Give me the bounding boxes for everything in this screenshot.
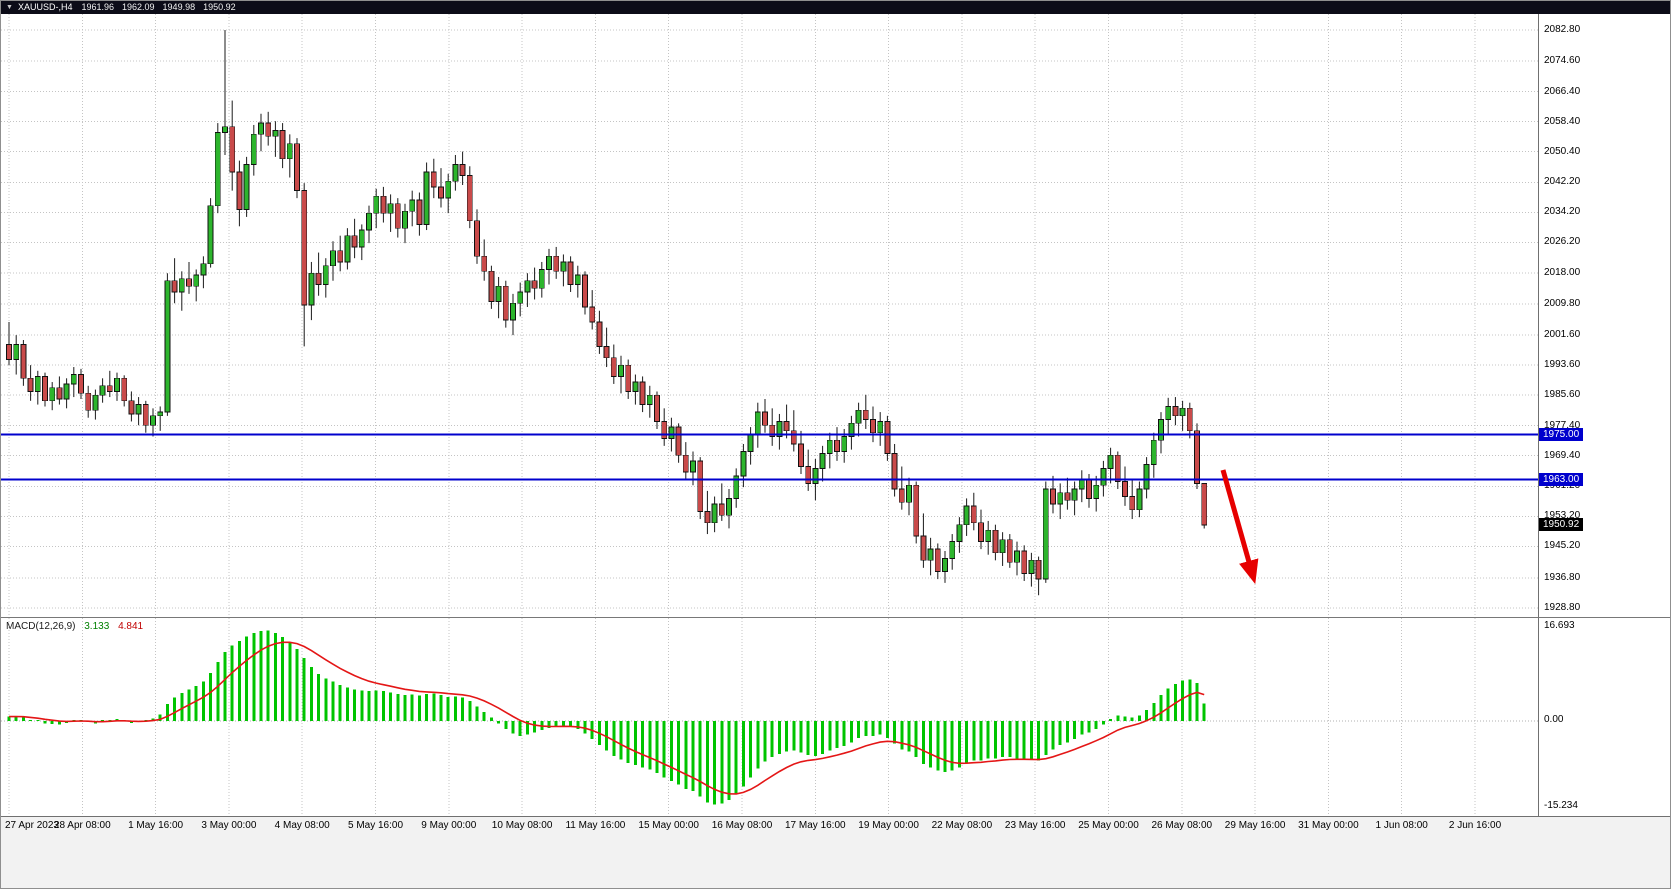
price-tick-label: 2018.00 [1544,267,1581,278]
symbol-timeframe-label: XAUUSD-,H4 [17,2,73,12]
hline-price-label: 1975.00 [1539,428,1584,441]
macd-tick-label: -15.234 [1544,800,1578,811]
macd-indicator-label: MACD(12,26,9) 3.133 4.841 [6,621,143,632]
time-axis-label: 19 May 00:00 [858,820,919,831]
price-tick-label: 1977.40 [1544,420,1581,431]
macd-signal-line [8,641,1205,795]
price-tick-label: 2058.40 [1544,116,1581,127]
macd-tick-label: 0.00 [1544,714,1564,725]
time-axis-label: 1 Jun 08:00 [1375,820,1428,831]
ohlc-low: 1949.98 [162,2,196,12]
time-axis-label: 2 Jun 16:00 [1448,820,1502,831]
macd-chart-svg[interactable] [1,618,1538,816]
time-axis-label: 29 May 16:00 [1224,820,1286,831]
macd-name: MACD(12,26,9) [6,621,76,632]
price-tick-label: 1985.60 [1544,389,1581,400]
price-tick-label: 1945.20 [1544,540,1581,551]
time-axis-label: 9 May 00:00 [421,820,477,831]
macd-signal-value: 4.841 [118,621,144,632]
time-axis-label: 17 May 16:00 [784,820,846,831]
time-axis-label: 5 May 16:00 [347,820,404,831]
main-chart-svg[interactable] [1,14,1538,617]
time-axis-label: 25 May 00:00 [1078,820,1139,831]
price-tick-label: 2042.20 [1544,176,1581,187]
time-axis-label: 31 May 00:00 [1298,820,1359,831]
macd-value: 3.133 [84,621,110,632]
chart-toolbar: ▼ XAUUSD-,H4 1961.96 1962.09 1949.98 195… [1,1,1670,14]
macd-tick-label: 16.693 [1544,620,1575,631]
time-axis-label: 1 May 16:00 [128,820,184,831]
price-tick-label: 2001.60 [1544,329,1581,340]
price-tick-label: 2074.60 [1544,55,1581,66]
time-axis-label: 10 May 08:00 [491,820,553,831]
time-axis-label: 15 May 00:00 [638,820,699,831]
price-tick-label: 2026.20 [1544,236,1581,247]
hline-price-label: 1963.00 [1539,473,1584,486]
price-tick-label: 1993.60 [1544,359,1581,370]
time-axis-label: 22 May 08:00 [931,820,993,831]
time-axis[interactable]: 27 Apr 2023 28 Apr 08:00 1 May 16:00 3 May … [1,816,1670,888]
macd-grid [8,618,1476,816]
time-axis-label: 11 May 16:00 [565,820,626,831]
time-axis-label: 27 Apr 2023 [5,820,59,831]
macd-histogram [7,630,1206,805]
main-grid [1,14,1538,617]
candlesticks [6,30,1208,596]
price-tick-label: 2066.40 [1544,86,1581,97]
pane-separator[interactable] [1,617,1670,618]
price-tick-label: 2082.80 [1544,24,1581,35]
price-tick-label: 1953.20 [1544,510,1581,521]
time-axis-label: 26 May 08:00 [1151,820,1213,831]
time-axis-label: 4 May 08:00 [274,820,330,831]
ohlc-close: 1950.92 [203,2,236,12]
price-tick-label: 2034.20 [1544,206,1581,217]
trend-arrow-annotation[interactable] [1220,469,1259,585]
time-axis-label: 16 May 08:00 [711,820,773,831]
dropdown-triangle-icon[interactable]: ▼ [6,4,13,11]
price-tick-label: 1969.40 [1544,450,1581,461]
price-tick-label: 2009.80 [1544,298,1581,309]
price-tick-label: 2050.40 [1544,146,1581,157]
price-axis[interactable]: 2082.80 2074.60 2066.40 2058.40 2050.40 2042.… [1538,14,1670,816]
ohlc-high: 1962.09 [122,2,155,12]
time-axis-label: 23 May 16:00 [1004,820,1066,831]
ohlc-open: 1961.96 [81,2,114,12]
price-tick-label: 1928.80 [1544,602,1581,613]
time-axis-label: 28 Apr 08:00 [53,820,111,831]
current-price-label: 1950.92 [1539,518,1584,531]
time-axis-label: 3 May 00:00 [201,820,257,831]
price-tick-label: 1936.80 [1544,572,1581,583]
